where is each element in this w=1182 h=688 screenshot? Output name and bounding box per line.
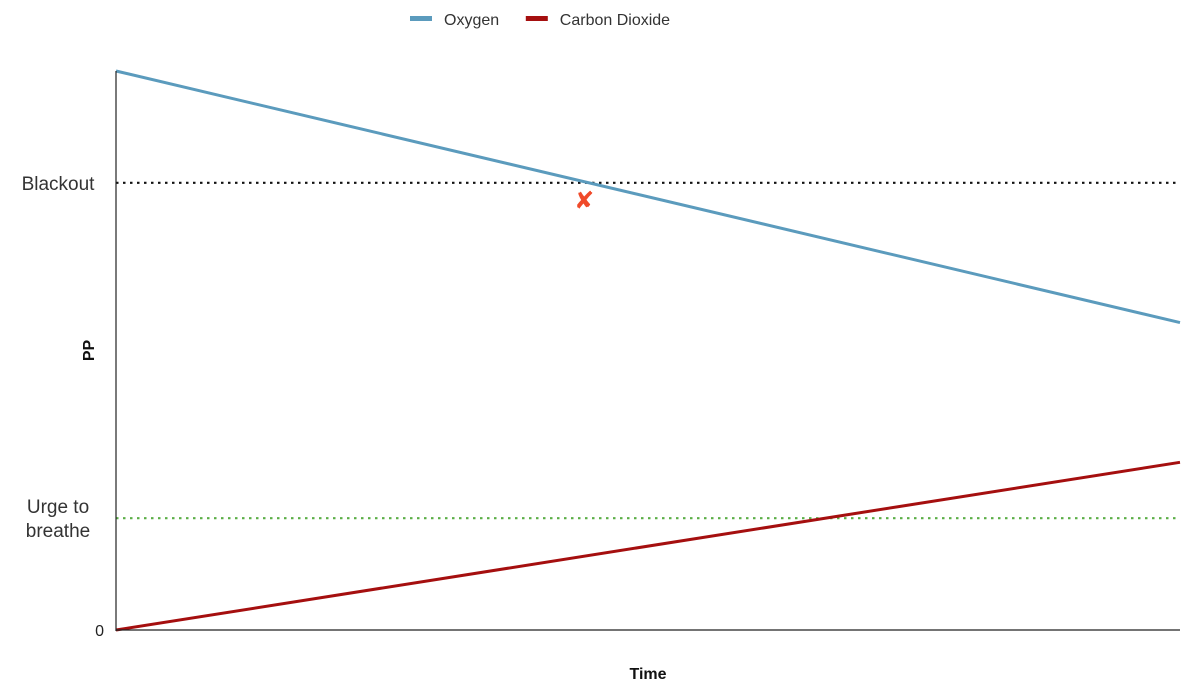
y-tick-label-0: 0 — [95, 623, 104, 640]
reference-line-label-1-0: Urge to — [27, 497, 89, 518]
y-axis-title: PP — [81, 340, 98, 362]
legend-label-1: Carbon Dioxide — [560, 12, 670, 29]
reference-line-label-0-0: Blackout — [22, 174, 96, 195]
reference-line-label-1-1: breathe — [26, 521, 90, 542]
x-axis-title: Time — [629, 666, 666, 683]
legend-label-0: Oxygen — [444, 12, 499, 29]
legend-swatch-1 — [525, 16, 548, 21]
series-line-1 — [115, 460, 1181, 632]
legend-swatch-0 — [410, 16, 432, 21]
blackout-marker-0: ✘ — [574, 187, 594, 215]
series-line-0 — [115, 69, 1181, 325]
